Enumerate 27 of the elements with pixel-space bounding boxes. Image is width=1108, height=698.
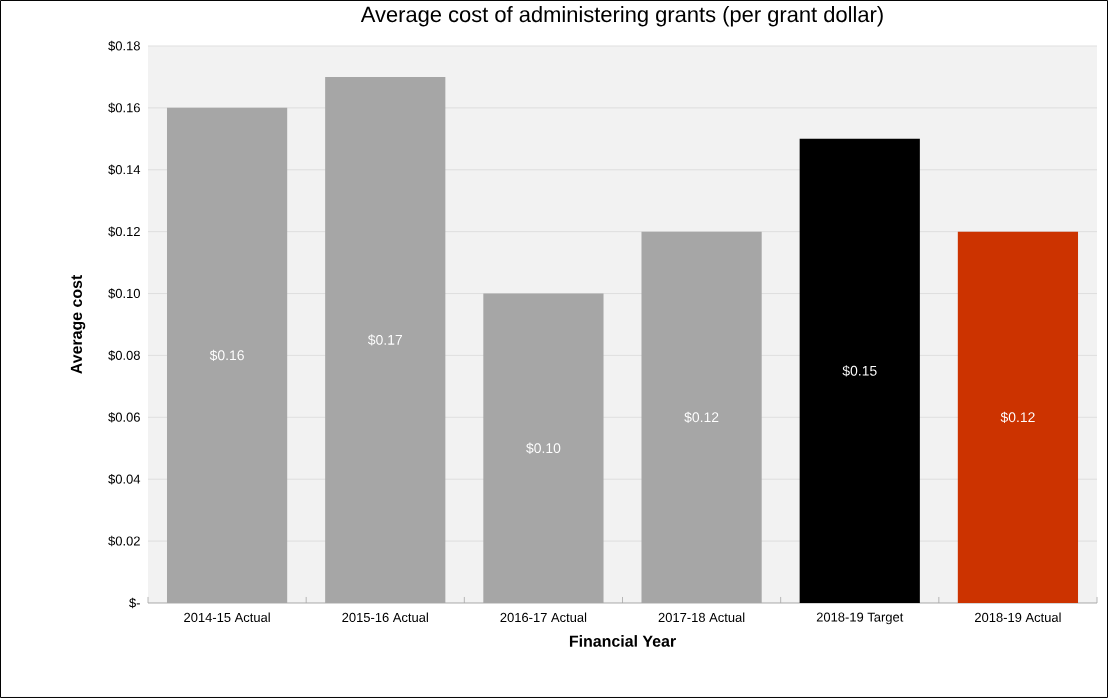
y-tick-label: $0.06: [108, 412, 140, 423]
x-tick-label: 2017-18 Actual: [658, 612, 745, 623]
data-label: $0.12: [684, 411, 719, 423]
x-tick-label: 2014-15 Actual: [184, 612, 270, 623]
data-label: $0.15: [842, 365, 877, 377]
y-tick-label: $0.10: [108, 288, 140, 299]
y-tick-label: $0.04: [108, 473, 141, 485]
data-label: $0.16: [209, 349, 244, 362]
y-tick-label: $0.18: [108, 40, 140, 52]
x-tick-label: 2018-19 Target: [816, 612, 904, 625]
data-label: $0.12: [1000, 411, 1035, 423]
x-tick-label: 2015-16 Actual: [342, 612, 428, 623]
chart-title: Average cost of administering grants (per grant dollar): [360, 6, 883, 27]
bar: [957, 231, 1079, 603]
y-axis-title: Average cost: [70, 274, 86, 374]
x-tick-label: 2018-19 Actual: [975, 612, 1061, 623]
bar: [799, 138, 920, 603]
y-tick-label: $0.12: [108, 226, 140, 237]
data-label: $0.10: [526, 442, 561, 454]
data-label: $0.17: [367, 334, 403, 346]
y-tick-label: $-: [129, 597, 140, 609]
y-tick-label: $0.14: [108, 164, 141, 175]
y-tick-label: $0.08: [108, 350, 140, 361]
y-tick-label: $0.02: [108, 535, 140, 547]
x-axis-title: Financial Year: [569, 635, 676, 647]
y-tick-label: $0.16: [108, 102, 140, 114]
x-tick-label: 2016-17 Actual: [500, 612, 587, 623]
